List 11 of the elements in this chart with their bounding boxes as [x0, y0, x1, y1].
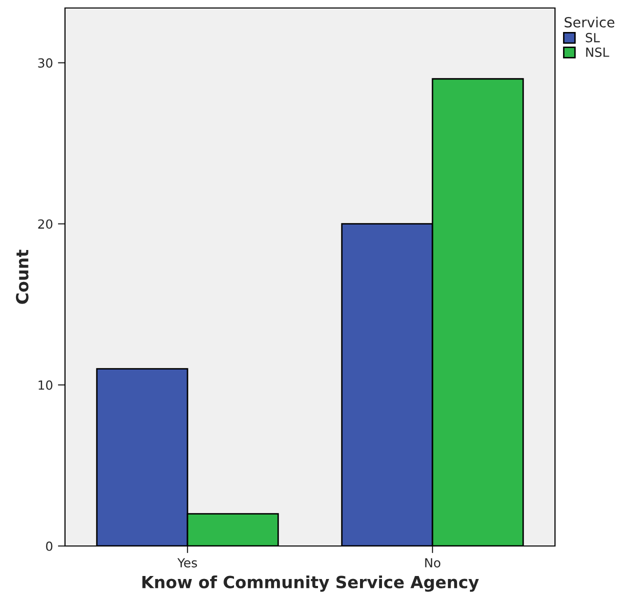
legend-title: Service	[564, 16, 614, 28]
x-axis-title: Know of Community Service Agency	[142, 575, 479, 592]
y-axis-title: Count	[16, 250, 29, 304]
legend-label: NSL	[586, 48, 610, 57]
y-tick-label: 10	[38, 380, 52, 390]
y-tick-label: 0	[46, 541, 52, 551]
x-tick-label: Yes	[177, 558, 197, 568]
x-tick-label: No	[425, 558, 440, 568]
y-tick-label: 20	[38, 219, 52, 229]
y-tick-label: 30	[38, 58, 52, 68]
legend-label: SL	[586, 32, 600, 42]
